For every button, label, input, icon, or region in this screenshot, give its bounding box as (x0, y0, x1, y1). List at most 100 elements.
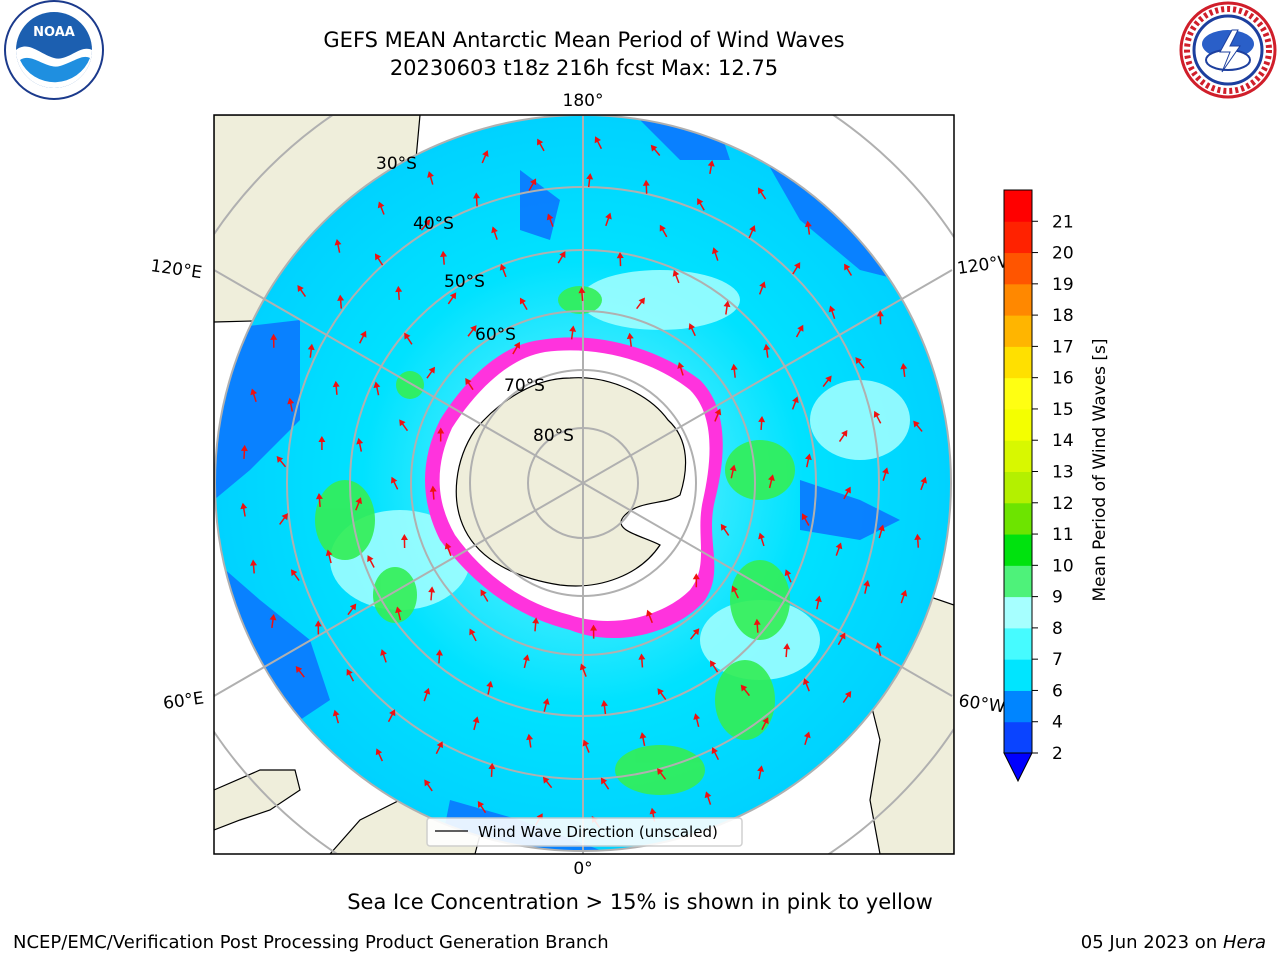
wave-direction-arrow (714, 408, 722, 422)
wave-direction-arrow (437, 427, 445, 442)
wave-direction-arrow (499, 263, 507, 278)
wave-direction-arrow (477, 801, 487, 814)
wave-direction-arrow (753, 618, 761, 633)
wave-direction-arrow (900, 589, 908, 604)
wave-direction-arrow (842, 690, 852, 703)
footer-date-text: 05 Jun 2023 on (1080, 932, 1223, 953)
wave-direction-arrow (720, 523, 730, 536)
wave-direction-arrow (435, 741, 444, 755)
wave-direction-arrow (803, 678, 810, 692)
wave-direction-arrow (270, 333, 278, 348)
wave-direction-arrow (878, 524, 885, 539)
footer-credit: NCEP/EMC/Verification Post Processing Pr… (13, 932, 609, 953)
lat-label-60s: 60°S (475, 325, 516, 345)
wave-direction-arrow (740, 684, 750, 697)
wave-direction-arrow (707, 160, 715, 175)
wave-direction-arrow (748, 225, 756, 239)
wave-direction-arrow (805, 453, 812, 468)
wave-direction-arrow (332, 380, 340, 395)
colorbar-segment (1004, 440, 1032, 472)
wave-direction-arrow (522, 654, 530, 669)
colorbar-tick-label: 17 (1052, 337, 1074, 357)
wave-direction-arrow (537, 138, 545, 152)
wave-direction-arrow (279, 513, 288, 525)
wave-direction-arrow (488, 762, 496, 777)
wave-direction-arrow (913, 420, 923, 432)
noaa-text: NOAA (33, 25, 75, 40)
wave-direction-arrow (784, 569, 792, 583)
colorbar-tick-label: 12 (1052, 494, 1074, 514)
wave-direction-arrow (659, 224, 668, 238)
wave-direction-arrow (689, 628, 700, 640)
lat-label-50s: 50°S (444, 272, 485, 292)
wave-direction-arrow (582, 739, 590, 753)
wave-direction-arrow (480, 589, 489, 602)
wave-direction-arrow (528, 178, 537, 191)
wave-direction-arrow (491, 226, 498, 240)
wave-direction-arrow (657, 688, 667, 700)
wave-direction-arrow (723, 300, 731, 315)
wave-direction-arrow (814, 595, 822, 610)
colorbar-tick-label: 8 (1052, 619, 1063, 639)
wave-direction-arrow (399, 419, 409, 432)
wave-direction-arrow (387, 709, 396, 723)
wave-direction-arrow (657, 768, 667, 780)
colorbar-segment (1004, 408, 1032, 441)
wave-direction-arrow (578, 287, 586, 302)
wave-direction-arrow (374, 253, 384, 266)
wave-direction-arrow (469, 628, 477, 642)
wave-direction-arrow (423, 687, 431, 702)
wave-direction-arrow (638, 653, 646, 668)
wave-direction-arrow (688, 323, 696, 337)
colorbar-tick-label: 19 (1052, 275, 1074, 295)
lon-label-180: 180° (563, 91, 604, 111)
lat-label-30s: 30°S (376, 154, 417, 174)
colorbar-segment (1004, 721, 1032, 754)
wave-direction-arrow (315, 493, 323, 508)
colorbar-tick-label: 21 (1052, 212, 1074, 232)
wave-direction-arrow (347, 603, 357, 616)
wave-direction-arrow (318, 436, 326, 451)
wave-direction-arrow (873, 410, 882, 424)
wave-direction-arrow (287, 397, 295, 412)
colorbar-segment (1004, 283, 1032, 316)
wave-direction-arrow (377, 201, 385, 215)
antarctica (455, 377, 687, 587)
wave-direction-arrow (367, 555, 375, 568)
wave-direction-arrow (334, 238, 342, 253)
wave-direction-arrow (307, 343, 315, 358)
colorbar-segment (1004, 315, 1032, 347)
wave-direction-arrow (557, 251, 566, 264)
wave-direction-arrow (586, 173, 594, 188)
wave-direction-arrow (761, 717, 769, 731)
footer-machine: Hera (1222, 932, 1266, 953)
footer-date: 05 Jun 2023 on Hera (1081, 932, 1266, 953)
wave-direction-arrow (337, 294, 345, 309)
wave-direction-arrow (532, 617, 540, 632)
wave-direction-arrow (373, 381, 381, 396)
wave-direction-arrow (855, 357, 865, 369)
wave-direction-arrow (876, 310, 884, 325)
colorbar-tick-label: 7 (1052, 650, 1063, 670)
wave-direction-arrow (758, 416, 766, 431)
colorbar-tick-label: 6 (1052, 681, 1063, 701)
wave-direction-arrow (512, 341, 520, 355)
wave-direction-arrow (801, 513, 810, 526)
wave-direction-arrow (295, 666, 305, 678)
wave-direction-arrow (444, 542, 452, 556)
colorbar-segment (1004, 190, 1032, 222)
wave-direction-arrow (473, 192, 481, 207)
wave-direction-arrow (435, 649, 443, 664)
wave-direction-arrow (697, 198, 705, 211)
wave-direction-arrow (650, 144, 661, 156)
wave-direction-arrow (420, 219, 431, 231)
colorbar: 2 4 6 7 8 9 10 11 12 13 14 15 16 17 18 19 20 21 (1003, 189, 1074, 783)
wave-direction-arrow (693, 713, 701, 728)
wave-direction-arrow (730, 363, 738, 378)
colorbar-tick-label: 10 (1052, 556, 1074, 576)
wave-direction-arrow (375, 748, 384, 762)
colorbar-segment (1004, 596, 1032, 629)
wave-direction-arrow (838, 429, 848, 442)
wave-direction-arrow (704, 791, 712, 805)
colorbar-tick-label: 14 (1052, 431, 1074, 451)
